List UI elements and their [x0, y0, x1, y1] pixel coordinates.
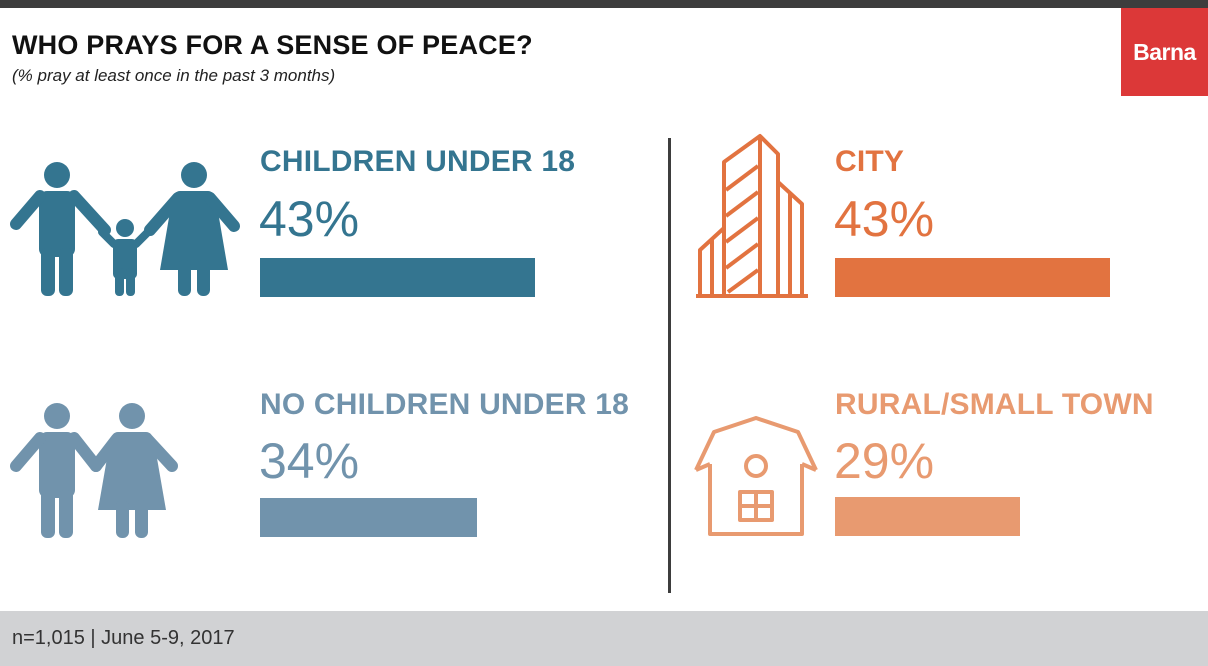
footer-bar: n=1,015 | June 5-9, 2017 — [0, 611, 1208, 666]
sample-note: n=1,015 | June 5-9, 2017 — [12, 627, 235, 649]
label-no-children: NO CHILDREN UNDER 18 — [260, 388, 630, 421]
bar-children — [260, 258, 535, 297]
bar-no-children — [260, 498, 477, 537]
skyscraper-icon — [696, 134, 808, 298]
family-with-child-icon — [10, 162, 240, 296]
value-no-children: 34% — [259, 433, 360, 489]
chart-title: WHO PRAYS FOR A SENSE OF PEACE? — [12, 30, 533, 60]
value-city: 43% — [834, 191, 935, 247]
barn-icon — [694, 416, 818, 536]
barna-logo: Barna — [1121, 8, 1208, 96]
label-children: CHILDREN UNDER 18 — [260, 145, 576, 178]
chart-subtitle: (% pray at least once in the past 3 mont… — [12, 66, 336, 85]
center-divider — [668, 138, 671, 593]
bar-rural — [835, 497, 1020, 536]
label-city: CITY — [835, 145, 905, 178]
top-rule — [0, 0, 1208, 8]
bar-city — [835, 258, 1110, 297]
label-rural: RURAL/SMALL TOWN — [835, 388, 1154, 421]
value-children: 43% — [259, 191, 360, 247]
couple-icon — [10, 403, 178, 538]
value-rural: 29% — [834, 433, 935, 489]
